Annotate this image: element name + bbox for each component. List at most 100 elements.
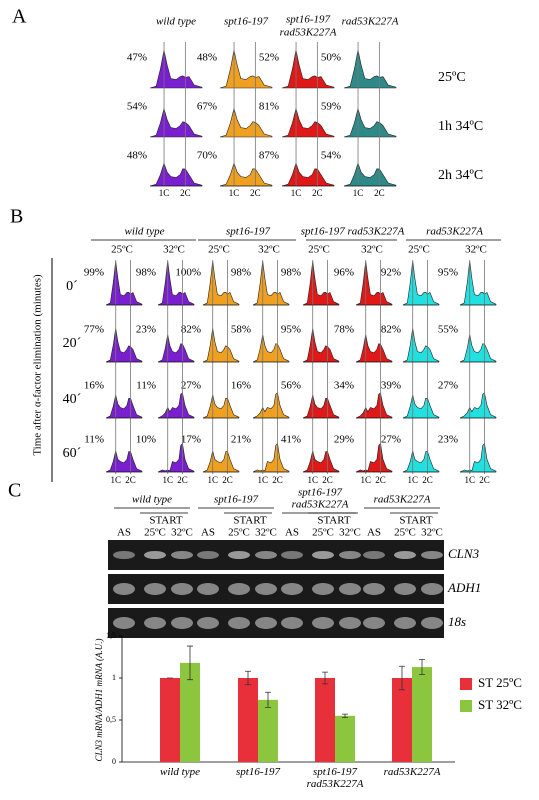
histogram <box>355 442 393 473</box>
lane-label: 25ºC <box>144 527 166 539</box>
y-axis-title: CLN3 mRNA/ADH1 mRNA (A.U.) <box>94 638 104 761</box>
bar <box>392 678 412 762</box>
strain-header: rad53K227A <box>292 499 349 511</box>
blot-band <box>394 617 416 629</box>
histogram <box>355 260 393 306</box>
dna-label: 1C <box>257 475 268 485</box>
temperature: 32ºC <box>465 244 487 256</box>
blot-band <box>339 551 361 559</box>
percentage: 99% <box>84 267 104 279</box>
percentage: 29% <box>334 434 354 446</box>
histogram <box>202 450 240 473</box>
percentage: 98% <box>136 267 156 279</box>
dna-label: 1C <box>407 475 418 485</box>
blot-band <box>144 551 166 559</box>
lane-label: AS <box>367 527 381 539</box>
histogram <box>355 392 393 419</box>
y-tick-label: 0,5 <box>106 715 116 724</box>
percentage: 81% <box>259 101 279 113</box>
start-label: START <box>399 515 433 527</box>
percentage: 47% <box>127 52 147 64</box>
temperature: 32ºC <box>361 244 383 256</box>
x-tick-label: spt16-197 rad53K227A <box>306 766 364 790</box>
error-bar <box>245 670 251 686</box>
lane-label: 25ºC <box>228 527 250 539</box>
percentage: 23% <box>136 324 156 336</box>
blot-band <box>228 551 250 559</box>
percentage: 96% <box>334 267 354 279</box>
percentage: 11% <box>136 380 156 392</box>
time-label: 20´ <box>63 336 82 351</box>
start-label: START <box>149 515 183 527</box>
lane-label: 25ºC <box>312 527 334 539</box>
dna-label: 2C <box>422 475 433 485</box>
dna-label: 1C <box>353 188 364 198</box>
histogram <box>105 328 143 363</box>
x-tick-label: spt16-197 <box>236 766 280 778</box>
error-bar <box>399 665 405 691</box>
legend-label: ST 32ºC <box>478 697 522 712</box>
percentage: 27% <box>438 380 458 392</box>
dna-label: 1C <box>360 475 371 485</box>
histogram <box>252 392 290 419</box>
histogram <box>202 260 240 306</box>
strain-header: wild type <box>132 494 172 506</box>
condition-label: 25ºC <box>438 70 466 85</box>
blot-band <box>312 617 334 629</box>
blot-band <box>421 551 443 559</box>
blot-band <box>197 583 219 595</box>
blot-band <box>228 583 250 595</box>
dna-label: 2C <box>375 475 386 485</box>
histogram <box>157 392 195 419</box>
percentage: 23% <box>438 434 458 446</box>
histogram <box>281 49 335 89</box>
blot-band <box>113 551 135 559</box>
time-label: 40´ <box>63 392 82 407</box>
percentage: 11% <box>84 434 104 446</box>
strain-header: rad53K227A <box>426 226 483 238</box>
legend-swatch <box>460 700 472 712</box>
percentage: 92% <box>381 267 401 279</box>
blot-band <box>197 551 219 559</box>
blot-band <box>228 617 250 629</box>
blot-band <box>339 583 361 595</box>
blot-band <box>394 551 416 559</box>
histogram <box>157 442 195 473</box>
percentage: 27% <box>381 434 401 446</box>
histogram <box>459 334 497 363</box>
dna-label: 2C <box>374 188 385 198</box>
lane-label: AS <box>117 527 131 539</box>
dna-label: 1C <box>159 188 170 198</box>
blot-band <box>113 617 135 629</box>
blot-band <box>171 617 193 629</box>
percentage: 55% <box>438 324 458 336</box>
bar <box>315 678 335 762</box>
histogram <box>105 394 143 419</box>
error-bar <box>187 645 193 681</box>
histogram <box>459 260 497 306</box>
bar <box>412 667 432 762</box>
histogram <box>343 107 397 138</box>
percentage: 56% <box>281 380 301 392</box>
histogram <box>252 260 290 306</box>
time-label: 0´ <box>66 279 78 294</box>
blot-band <box>363 583 385 595</box>
percentage: 48% <box>197 52 217 64</box>
panel-label: C <box>8 480 21 502</box>
dna-label: 2C <box>125 475 136 485</box>
percentage: 27% <box>181 380 201 392</box>
percentage: 48% <box>127 150 147 162</box>
start-label: START <box>317 515 351 527</box>
blot-band <box>281 583 303 595</box>
strain-header: wild type <box>124 226 164 238</box>
blot-band <box>144 583 166 595</box>
histogram <box>149 162 203 187</box>
strain-header: spt16-197 <box>286 14 331 26</box>
blot-band <box>197 617 219 629</box>
blot-band <box>421 583 443 595</box>
dna-label: 2C <box>322 475 333 485</box>
gene-label: CLN3 <box>448 546 480 561</box>
histogram <box>355 334 393 363</box>
percentage: 21% <box>231 434 251 446</box>
